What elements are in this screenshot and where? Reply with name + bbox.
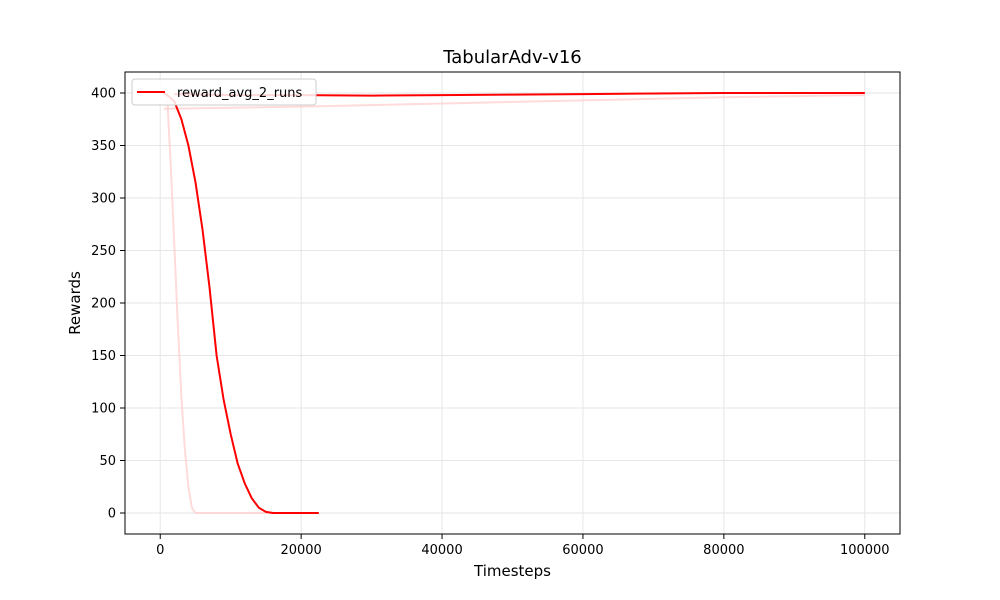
legend: reward_avg_2_runs [131,78,317,106]
legend-box [131,78,317,106]
x-tick-label: 20000 [280,543,321,558]
x-tick-label: 0 [156,543,164,558]
x-tick-label: 80000 [703,543,744,558]
series-line-2 [162,92,319,514]
y-tick-label: 100 [91,402,116,417]
ticks: 0 20000 40000 60000 80000 100000 0 50 100 150 200 2… [91,87,889,559]
x-tick-label: 60000 [562,543,603,558]
y-tick-label: 200 [91,297,116,312]
y-tick-label: 400 [91,87,116,102]
y-tick-label: 150 [91,349,116,364]
y-axis-label: Rewards [66,271,84,335]
y-tick-label: 250 [91,244,116,259]
y-tick-label: 300 [91,192,116,207]
x-tick-label: 40000 [421,543,462,558]
series-line-0 [163,92,319,514]
series-line-3 [163,94,865,110]
legend-label: reward_avg_2_runs [177,86,303,101]
chart-title: TabularAdv-v16 [442,47,581,68]
x-tick-label: 100000 [840,543,890,558]
y-tick-label: 0 [108,507,116,522]
y-tick-label: 50 [99,454,116,469]
y-tick-label: 350 [91,139,116,154]
x-axis-label: Timesteps [473,562,551,580]
grid [125,72,900,534]
